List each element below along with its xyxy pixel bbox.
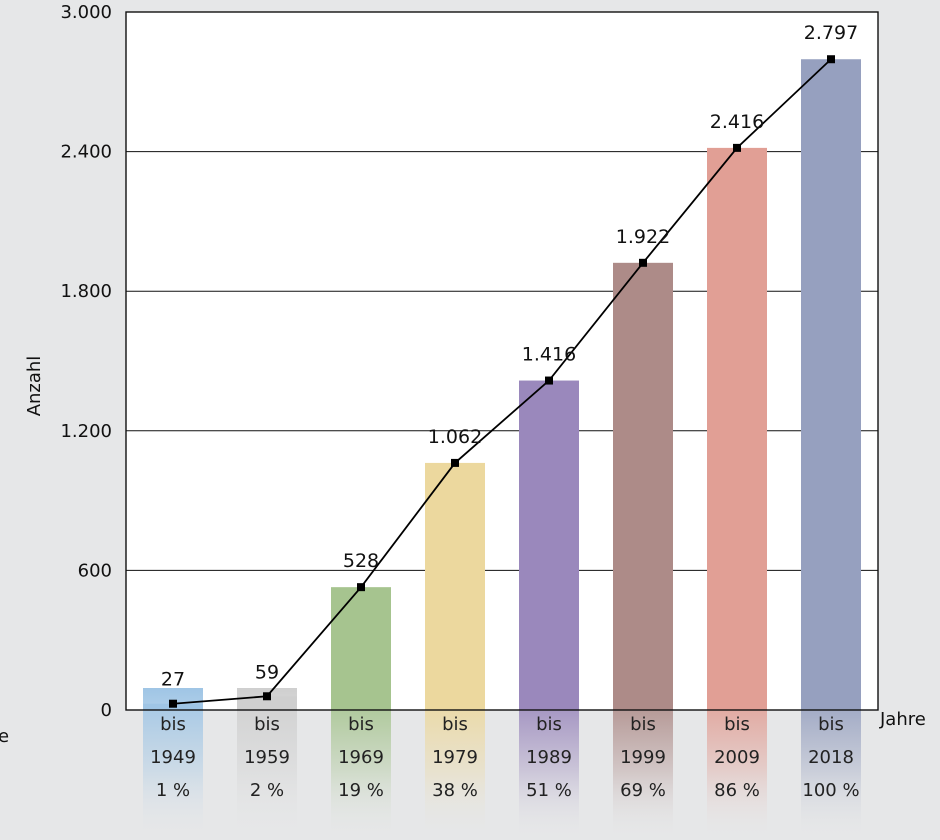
category-label-line1: bis: [442, 714, 468, 735]
category-label-line3: 19 %: [338, 780, 384, 801]
line-marker: [357, 583, 365, 592]
category-label-line2: 1959: [244, 747, 290, 768]
left-text-fragment: e: [0, 726, 9, 747]
line-marker: [827, 55, 835, 64]
value-label: 2.416: [710, 111, 764, 133]
category-box: [613, 688, 673, 840]
y-tick-label: 0: [101, 700, 112, 721]
category-box: [707, 688, 767, 840]
category-label-line3: 69 %: [620, 780, 666, 801]
category-label-line2: 1969: [338, 747, 384, 768]
category-label-line1: bis: [160, 714, 186, 735]
category-box: [801, 688, 861, 840]
bar: [801, 59, 861, 711]
y-tick-label: 3.000: [60, 2, 112, 23]
category-label-line3: 38 %: [432, 780, 478, 801]
category-labels: bis 1949 1 % bis 1959 2 % bis 1969 19 % bis 1979 38…: [143, 688, 861, 840]
value-labels: 27 59 528 1.062 1.416 1.922 2.416 2.797: [161, 22, 858, 690]
bar: [519, 380, 579, 710]
category-box: [331, 688, 391, 840]
category-label-line1: bis: [348, 714, 374, 735]
category-box: [519, 688, 579, 840]
x-axis-title: Jahre: [879, 709, 926, 730]
category-label-line2: 1989: [526, 747, 572, 768]
category-label-line1: bis: [724, 714, 750, 735]
line-marker: [169, 699, 177, 708]
y-tick-label: 1.800: [60, 281, 112, 302]
category-label-line3: 100 %: [802, 780, 859, 801]
bar: [613, 262, 673, 710]
category-label-line2: 1949: [150, 747, 196, 768]
line-marker: [263, 692, 271, 701]
y-tick-label: 2.400: [60, 142, 112, 163]
line-marker: [733, 143, 741, 152]
category-label-line1: bis: [254, 714, 280, 735]
category-label-line3: 1 %: [156, 780, 190, 801]
value-label: 2.797: [804, 22, 858, 44]
value-label: 59: [255, 661, 279, 683]
value-label: 1.416: [522, 344, 576, 366]
category-box: [425, 688, 485, 840]
category-label-line1: bis: [536, 714, 562, 735]
plot-frame: [125, 11, 879, 711]
category-label-line2: 1979: [432, 747, 478, 768]
bar: [707, 147, 767, 711]
category-label-line2: 2009: [714, 747, 760, 768]
trend-line: [169, 55, 835, 708]
category-box: [143, 688, 203, 840]
y-tick-labels: 0 600 1.200 1.800 2.400 3.000: [60, 2, 112, 721]
bars: [143, 59, 861, 711]
y-axis-title: Anzahl: [24, 356, 45, 417]
value-label: 1.922: [616, 226, 670, 248]
y-tick-label: 1.200: [60, 421, 112, 442]
category-label-line2: 2018: [808, 747, 854, 768]
line-marker: [451, 458, 459, 467]
category-label-line1: bis: [818, 714, 844, 735]
category-label-line3: 2 %: [250, 780, 284, 801]
category-label-line3: 51 %: [526, 780, 572, 801]
category-label-line3: 86 %: [714, 780, 760, 801]
line-marker: [545, 376, 553, 385]
y-tick-label: 600: [78, 560, 112, 581]
category-box: [237, 688, 297, 840]
value-label: 27: [161, 669, 185, 691]
bar: [425, 462, 485, 710]
value-label: 528: [343, 550, 379, 572]
category-label-line2: 1999: [620, 747, 666, 768]
trend-line-path: [172, 58, 832, 705]
line-marker: [639, 258, 647, 267]
value-label: 1.062: [428, 426, 482, 448]
category-label-line1: bis: [630, 714, 656, 735]
